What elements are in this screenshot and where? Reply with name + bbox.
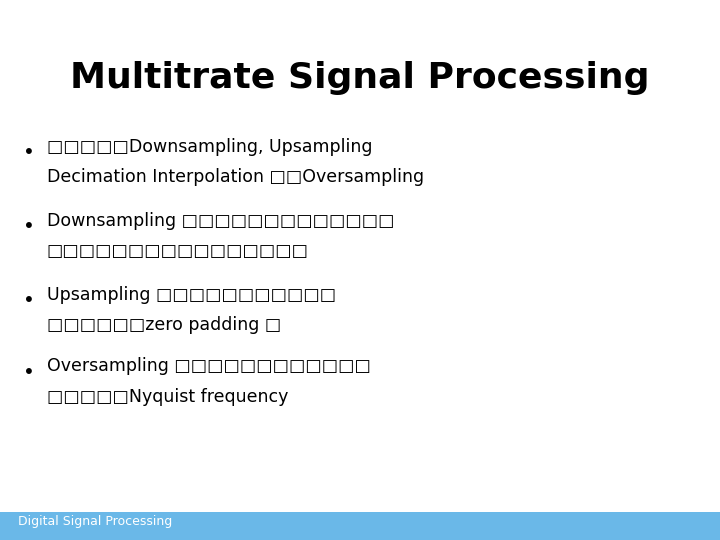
Text: •: • <box>23 217 35 236</box>
Text: □□□□□Downsampling, Upsampling: □□□□□Downsampling, Upsampling <box>47 138 372 156</box>
Text: EEET0770 Digital Filter Design: EEET0770 Digital Filter Design <box>265 10 455 20</box>
Text: Downsampling □□□□□□□□□□□□□: Downsampling □□□□□□□□□□□□□ <box>47 212 395 230</box>
Text: Centre of Electronic Systems and: Centre of Electronic Systems and <box>18 489 227 502</box>
Text: •: • <box>23 291 35 310</box>
Text: Decimation Interpolation □□Oversampling: Decimation Interpolation □□Oversampling <box>47 168 424 186</box>
Text: Digital Signal Processing: Digital Signal Processing <box>18 515 172 528</box>
Text: □□□□□Nyquist frequency: □□□□□Nyquist frequency <box>47 388 288 406</box>
Text: Oversampling □□□□□□□□□□□□: Oversampling □□□□□□□□□□□□ <box>47 357 371 375</box>
Text: □□□□□□zero padding □: □□□□□□zero padding □ <box>47 316 281 334</box>
Text: □□□□□□□□□□□□□□□□: □□□□□□□□□□□□□□□□ <box>47 242 309 260</box>
Text: •: • <box>23 143 35 163</box>
Text: •: • <box>23 363 35 382</box>
Text: Upsampling □□□□□□□□□□□: Upsampling □□□□□□□□□□□ <box>47 286 336 303</box>
Text: Multitrate Signal Processing: Multitrate Signal Processing <box>71 61 649 95</box>
FancyBboxPatch shape <box>0 512 720 540</box>
